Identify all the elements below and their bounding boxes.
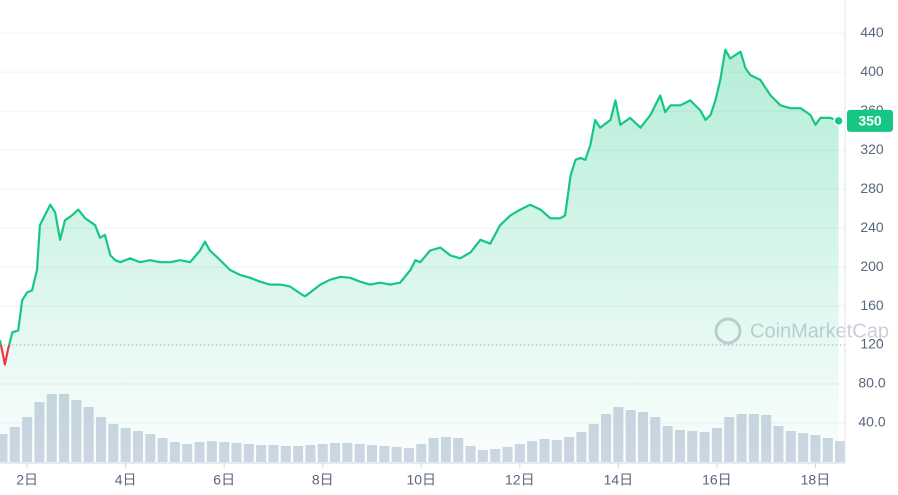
x-tick-label: 14日 [604,472,634,488]
volume-bar [835,441,846,462]
price-area [0,49,839,462]
y-tick-label: 320 [860,141,884,157]
last-point [833,115,844,127]
y-tick-label: 40.0 [858,414,885,430]
x-tick-label: 8日 [312,472,334,488]
y-tick-label: 160 [860,297,884,313]
x-tick-label: 6日 [213,472,235,488]
x-tick-label: 18日 [801,472,831,488]
y-tick-label: 200 [860,258,884,274]
x-tick-label: 16日 [702,472,732,488]
x-tick-label: 2日 [16,472,38,488]
x-tick-label: 4日 [115,472,137,488]
y-tick-label: 240 [860,219,884,235]
y-tick-label: 440 [860,24,884,40]
y-tick-label: 280 [860,180,884,196]
x-tick-label: 10日 [406,472,436,488]
price-badge [847,109,893,132]
y-tick-label: 400 [860,63,884,79]
x-tick-label: 12日 [505,472,535,488]
y-tick-label: 80.0 [858,375,885,391]
plot [0,48,844,462]
price-badge-label: 350 [858,113,882,129]
price-line [0,48,839,366]
y-tick-label: 120 [860,336,884,352]
